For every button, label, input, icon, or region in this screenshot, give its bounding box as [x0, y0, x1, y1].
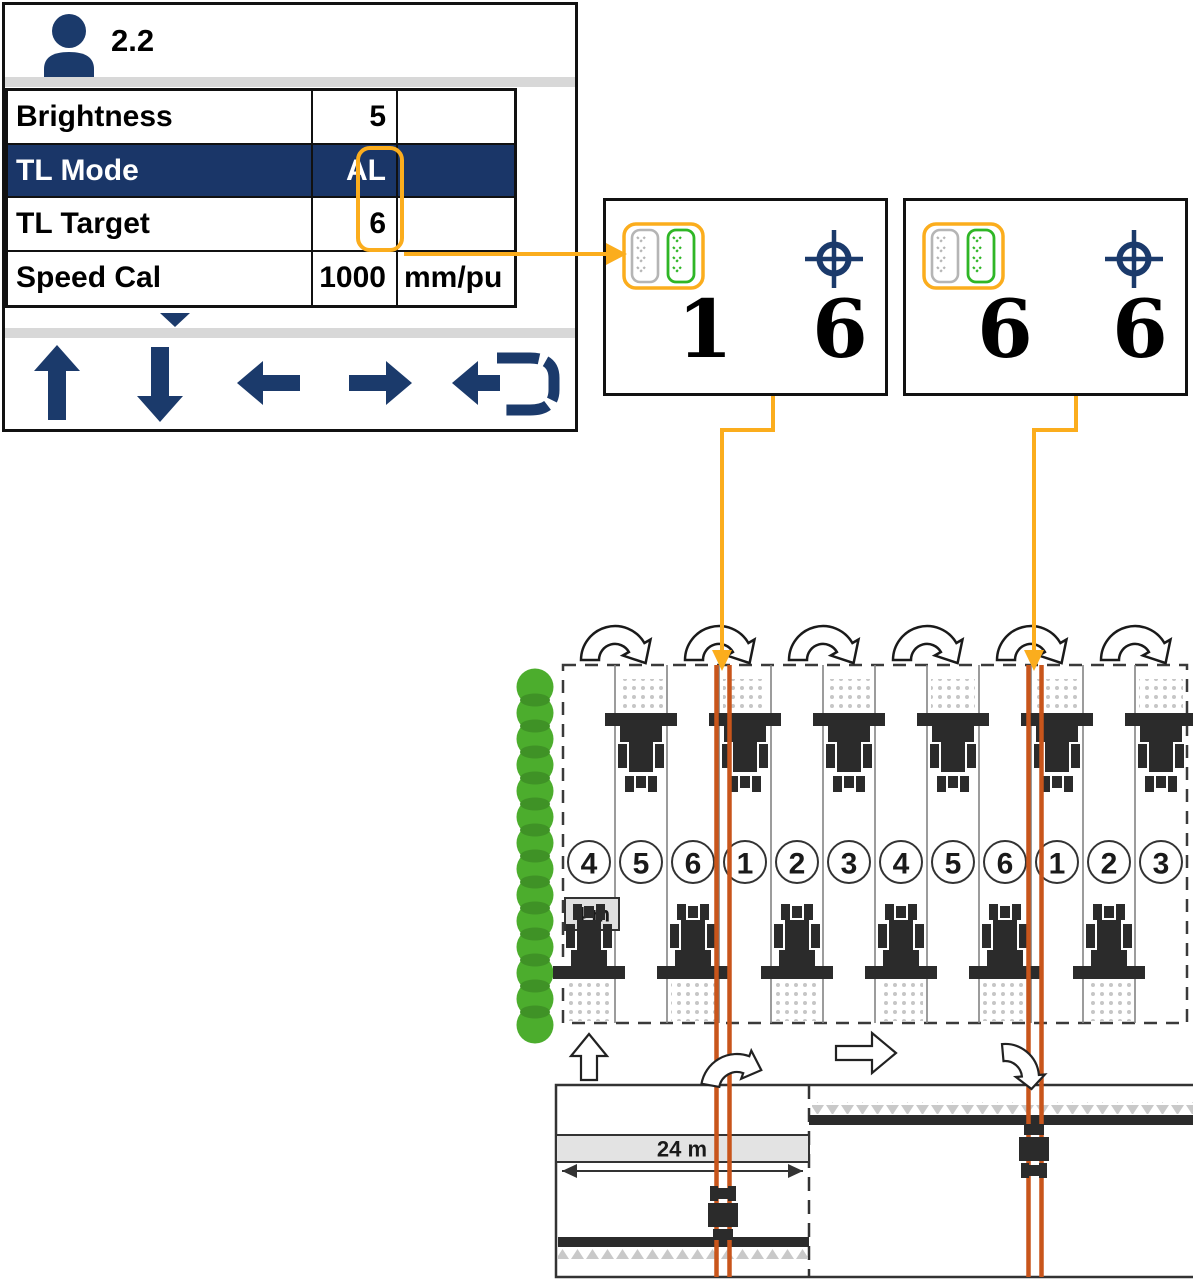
svg-text:4 m: 4 m	[574, 904, 610, 927]
svg-text:2: 2	[789, 848, 806, 881]
spray-fan	[812, 1102, 1193, 1114]
svg-text:2: 2	[1101, 848, 1118, 881]
screen-id: 2.2	[111, 23, 155, 58]
row-value: 5	[313, 91, 398, 143]
target-pass-number: 6	[812, 282, 868, 376]
svg-text:5: 5	[633, 848, 650, 881]
arrow-up-icon[interactable]	[34, 345, 80, 420]
svg-text:4: 4	[893, 848, 910, 881]
svg-text:6: 6	[685, 848, 702, 881]
tramline-tires-icon	[922, 222, 1005, 290]
panel-header: 2.2	[5, 5, 575, 77]
current-pass-number: 6	[977, 282, 1033, 376]
monitor-panel: 2.2 Brightness 5 TL Mode AL TL Target 6 …	[2, 2, 578, 432]
scroll-down-indicator	[160, 313, 190, 327]
direction-right-arrow	[834, 1030, 898, 1076]
headland-width-label: 4 m	[564, 897, 620, 931]
table-row-speed-cal[interactable]: Speed Cal 1000 mm/pu	[8, 251, 514, 305]
row-label: TL Mode	[8, 144, 313, 196]
pass-numbers: 4 5 6 1 2 3 4 5 6 1 2 3	[567, 840, 1183, 884]
sprayer-tractors	[708, 1124, 1049, 1240]
pass-boundaries	[614, 665, 1136, 1023]
dimension-arrow	[562, 1164, 803, 1178]
target-icon	[805, 230, 863, 288]
enter-return-icon[interactable]	[452, 352, 560, 416]
turn-out-arrow	[700, 1047, 763, 1089]
row-unit	[398, 198, 514, 250]
svg-text:6: 6	[997, 848, 1014, 881]
tramline-tires-icon	[622, 222, 705, 290]
tramline-tracks	[714, 665, 1044, 1277]
separator	[5, 77, 575, 87]
field-boundary	[561, 663, 1189, 1025]
row-label: Speed Cal	[8, 251, 313, 305]
display-state-1: 1 6	[603, 198, 888, 396]
nav-button-row	[34, 345, 560, 422]
separator	[5, 328, 575, 338]
row-label: TL Target	[8, 198, 313, 250]
svg-text:1: 1	[1049, 848, 1066, 881]
hedge-row	[516, 668, 554, 1044]
arrow-right-icon[interactable]	[349, 361, 412, 405]
direction-up-arrow	[568, 1032, 610, 1082]
headland-turn-arrows	[579, 624, 1172, 665]
display-state-2: 6 6	[903, 198, 1188, 396]
highlight-outline	[356, 146, 404, 252]
table-row-tl-target[interactable]: TL Target 6	[8, 198, 514, 252]
boom-width-bar	[555, 1134, 810, 1163]
target-icon	[1105, 230, 1163, 288]
svg-text:3: 3	[1153, 848, 1170, 881]
arrow-down-icon[interactable]	[137, 347, 183, 422]
row-unit	[398, 145, 514, 197]
svg-text:4: 4	[581, 848, 598, 881]
spray-fan	[558, 1249, 808, 1261]
settings-table: Brightness 5 TL Mode AL TL Target 6 Spee…	[5, 88, 517, 308]
seeded-texture	[567, 679, 1183, 1021]
sprayer-scene: 24 m	[554, 1083, 1193, 1279]
spray-boom	[558, 1237, 809, 1247]
seeder-tractors	[553, 713, 1193, 979]
spray-boom	[809, 1115, 1193, 1125]
row-unit	[398, 91, 514, 143]
turn-in-arrow	[1000, 1042, 1048, 1091]
svg-text:3: 3	[841, 848, 858, 881]
row-value: 6	[313, 198, 398, 250]
svg-text:1: 1	[737, 848, 754, 881]
target-pass-number: 6	[1112, 282, 1168, 376]
boom-width-label: 24 m	[657, 1137, 707, 1162]
arrow-left-icon[interactable]	[237, 361, 300, 405]
table-row-brightness[interactable]: Brightness 5	[8, 91, 514, 145]
current-pass-number: 1	[677, 282, 733, 376]
user-icon	[44, 14, 94, 77]
row-value: 1000	[313, 251, 398, 305]
row-unit: mm/pu	[404, 260, 503, 294]
table-row-tl-mode[interactable]: TL Mode AL	[8, 144, 514, 198]
direction-arrows	[568, 1030, 1048, 1091]
svg-text:5: 5	[945, 848, 962, 881]
row-label: Brightness	[8, 91, 313, 143]
